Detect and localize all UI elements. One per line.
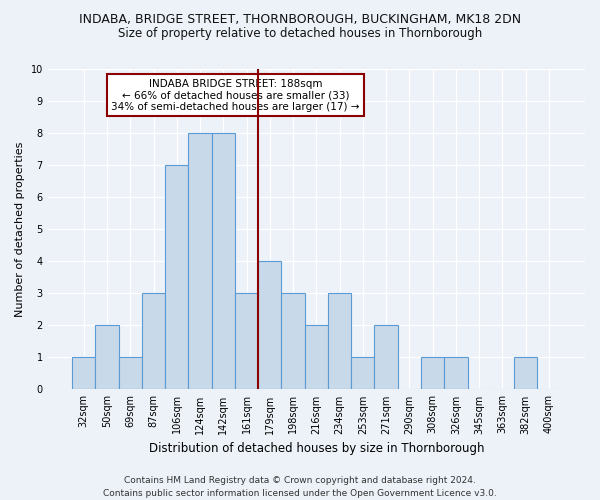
Bar <box>305 326 328 390</box>
Text: INDABA BRIDGE STREET: 188sqm
← 66% of detached houses are smaller (33)
34% of se: INDABA BRIDGE STREET: 188sqm ← 66% of de… <box>112 78 360 112</box>
Bar <box>421 358 444 390</box>
Bar <box>374 326 398 390</box>
Y-axis label: Number of detached properties: Number of detached properties <box>15 142 25 317</box>
X-axis label: Distribution of detached houses by size in Thornborough: Distribution of detached houses by size … <box>149 442 484 455</box>
Bar <box>95 326 119 390</box>
Bar <box>165 165 188 390</box>
Text: INDABA, BRIDGE STREET, THORNBOROUGH, BUCKINGHAM, MK18 2DN: INDABA, BRIDGE STREET, THORNBOROUGH, BUC… <box>79 12 521 26</box>
Bar <box>281 294 305 390</box>
Bar <box>351 358 374 390</box>
Text: Contains HM Land Registry data © Crown copyright and database right 2024.
Contai: Contains HM Land Registry data © Crown c… <box>103 476 497 498</box>
Bar <box>72 358 95 390</box>
Bar <box>235 294 258 390</box>
Bar <box>258 262 281 390</box>
Bar <box>328 294 351 390</box>
Bar <box>444 358 467 390</box>
Bar <box>188 133 212 390</box>
Bar <box>514 358 538 390</box>
Bar <box>212 133 235 390</box>
Bar <box>119 358 142 390</box>
Text: Size of property relative to detached houses in Thornborough: Size of property relative to detached ho… <box>118 28 482 40</box>
Bar <box>142 294 165 390</box>
